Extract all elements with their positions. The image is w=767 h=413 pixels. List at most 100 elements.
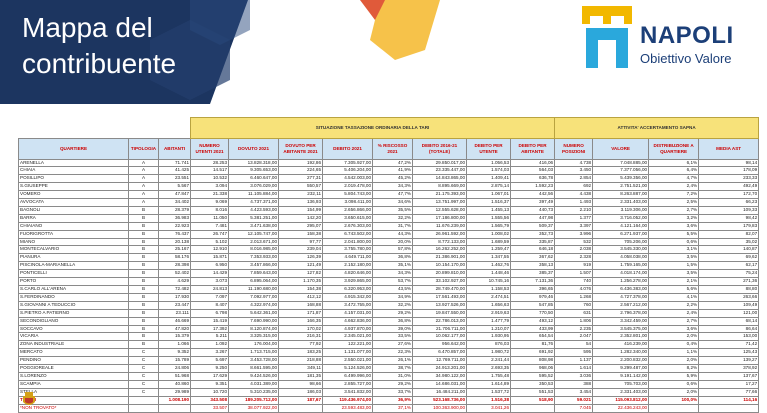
column-header: DISTRIBUZIONE A QUARTIERE: [648, 137, 700, 160]
table-cell: 59.021: [554, 395, 594, 405]
city-crest: [23, 392, 35, 405]
table-cell: 119.436.974,00: [322, 395, 374, 405]
table-cell: 2,4%: [648, 182, 700, 192]
table-cell: 11.050: [190, 213, 230, 223]
table-cell: 13.828.318,00: [228, 158, 280, 168]
table-cell: 2,1%: [648, 277, 700, 286]
table-cell: 6.460.647,00: [228, 174, 280, 184]
table-cell: 68,14: [698, 316, 760, 326]
table-cell: 97,77: [278, 237, 324, 247]
table-row: FUORIGROTTA B 76.437 26.747 12.105.747,00 158…: [18, 229, 760, 239]
column-header: DOVUTO 2021: [228, 137, 280, 160]
table-cell: 24.813: [190, 285, 230, 294]
table-cell: 646,18: [510, 245, 556, 255]
table-cell: 29,2%: [372, 379, 414, 389]
table-cell: 388: [554, 379, 594, 389]
column-header: TIPOLOGIA: [128, 137, 159, 160]
table-cell: 1.131.077,00: [322, 348, 374, 358]
table-cell: PONTICELLI: [18, 269, 129, 279]
logo: NAPOLI Obiettivo Valore: [578, 4, 763, 74]
table-cell: 2.152.180,00: [322, 261, 374, 271]
table-cell: 3.397: [554, 221, 594, 231]
table-cell: C: [128, 356, 159, 366]
table-cell: 115.093.812,00: [592, 395, 650, 405]
table-cell: 37,1%: [372, 403, 414, 413]
table-cell: 1.137: [554, 356, 594, 366]
table-cell: 4.738: [554, 158, 594, 168]
table-row: PORTO B 4.629 3.073 6.895.064,00 1.170,35 3.92…: [18, 277, 760, 286]
table-cell: 2.041.800,00: [322, 237, 374, 247]
table-cell: BAGNOLI: [18, 205, 129, 215]
column-header: QUARTIERE: [18, 137, 129, 160]
column-header: ABITANTI: [157, 137, 192, 160]
table-cell: BARRA: [18, 213, 129, 223]
table-cell: 66,23: [698, 198, 760, 207]
table-row: SECONDIGLIANO B 46.669 15.419 7.690.990,00 16…: [18, 316, 760, 326]
table-cell: 17.392: [190, 324, 230, 334]
table-cell: 7,2%: [648, 190, 700, 200]
table-cell: ARENELLA: [18, 158, 129, 168]
table-cell: 416,06: [510, 158, 556, 168]
table-cell: 343.508: [190, 395, 230, 405]
table-cell: 27,6%: [372, 340, 414, 350]
table-cell: 1.158,53: [466, 285, 512, 294]
table-cell: 52.402: [157, 269, 192, 279]
table-cell: B: [128, 316, 159, 326]
title-banner: [0, 0, 250, 104]
table-cell: 29.989: [157, 387, 192, 397]
table-cell: 26.961.592,00: [412, 229, 468, 239]
table-cell: PENDINO: [18, 356, 129, 366]
table-cell: [157, 403, 192, 413]
table-cell: 3.545.375,00: [592, 324, 650, 334]
table-cell: 2,7%: [648, 316, 700, 326]
table-cell: 36,8%: [372, 253, 414, 263]
table-cell: 3.929.865,00: [322, 277, 374, 286]
table-cell: 14.686.031,00: [412, 379, 468, 389]
table-cell: 46.669: [157, 316, 192, 326]
column-header: NUMERO UTENTI 2021: [190, 137, 230, 160]
table-cell: 187,67: [278, 395, 324, 405]
table-cell: 12.555.628,00: [412, 205, 468, 215]
table-cell: MIANO: [18, 237, 129, 247]
table-cell: 1.066: [157, 340, 192, 350]
table-cell: 2.656.866,00: [322, 205, 374, 215]
table-cell: 17.186.800,00: [412, 213, 468, 223]
table-cell: 2.693,35: [466, 364, 512, 373]
table-cell: B: [128, 324, 159, 334]
table-cell: B: [128, 300, 159, 310]
table-cell: 31,0%: [372, 371, 414, 381]
table-cell: 86,64: [698, 324, 760, 334]
table-cell: 3.453.728,00: [228, 356, 280, 366]
table-cell: 335,87: [510, 237, 556, 247]
table-cell: 4.031.389,00: [228, 379, 280, 389]
table-cell: 442,56: [510, 190, 556, 200]
table-row: PONTICELLI B 52.402 14.429 7.859.643,00 127,8…: [18, 269, 760, 279]
table-cell: 1.516,37: [466, 198, 512, 207]
table-cell: B: [128, 285, 159, 294]
table-cell: 2.796.378,00: [592, 308, 650, 318]
table-cell: 9.424.526,00: [228, 371, 280, 381]
table-cell: 3,1%: [648, 245, 700, 255]
table-cell: 5.406.204,00: [322, 166, 374, 176]
table-row: BARRA B 36.983 11.050 5.381.251,00 142,20 3.65…: [18, 213, 760, 223]
table-cell: 295,07: [278, 221, 324, 231]
table-cell: 7.859.643,00: [228, 269, 280, 279]
table-cell: A: [128, 174, 159, 184]
table-cell: 2.352.801,00: [592, 332, 650, 342]
table-cell: 0,6%: [648, 379, 700, 389]
table-row: CHIAIA A 41.425 14.517 9.305.653,00 224,65 5.4…: [18, 166, 760, 176]
table-cell: 47.820: [157, 324, 192, 334]
table-cell: 2,4%: [648, 308, 700, 318]
table-cell: C: [128, 371, 159, 381]
table-cell: 33.102.927,00: [412, 277, 468, 286]
table-cell: 44,3%: [372, 229, 414, 239]
table-cell: 0,4%: [648, 340, 700, 350]
table-cell: 2.875,14: [466, 182, 512, 192]
table-cell: 172,70: [698, 190, 760, 200]
table-cell: 171,87: [278, 308, 324, 318]
table-cell: 153,00: [698, 332, 760, 342]
table-cell: 181,35: [278, 371, 324, 381]
table-cell: SCAMPIA: [18, 379, 129, 389]
table-cell: 23.335.447,00: [412, 166, 468, 176]
table-cell: 36.983: [157, 213, 192, 223]
